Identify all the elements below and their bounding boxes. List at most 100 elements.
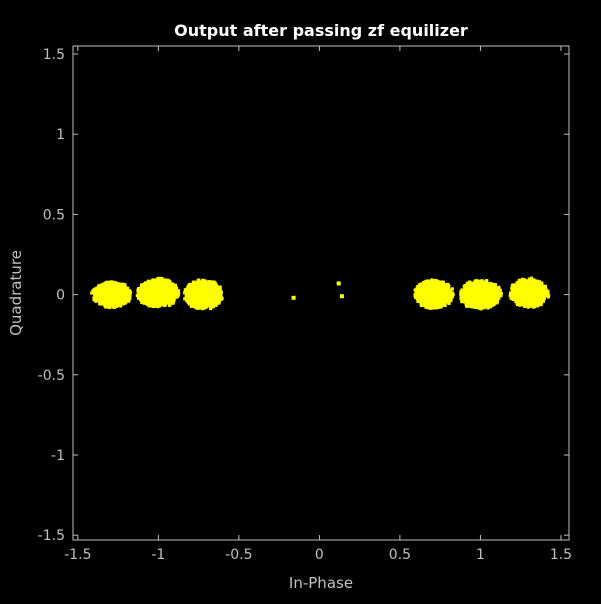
data-point	[108, 291, 112, 295]
data-point	[204, 282, 208, 286]
data-point	[429, 298, 433, 302]
data-point	[203, 304, 207, 308]
data-point	[201, 296, 205, 300]
data-point	[464, 289, 468, 293]
data-point	[433, 279, 437, 283]
data-point	[424, 305, 428, 309]
data-point	[169, 286, 173, 290]
data-point	[220, 296, 224, 300]
data-point	[426, 284, 430, 288]
data-point	[469, 283, 473, 287]
data-point	[429, 293, 433, 297]
data-point	[141, 293, 145, 297]
data-point	[190, 296, 194, 300]
data-point	[479, 307, 483, 311]
data-point	[477, 284, 481, 288]
data-point	[418, 283, 422, 287]
data-point	[496, 291, 500, 295]
data-point	[209, 286, 213, 290]
data-point	[440, 303, 444, 307]
data-point	[145, 300, 150, 304]
data-point	[104, 305, 108, 309]
data-point	[431, 295, 435, 299]
data-point	[422, 302, 426, 306]
data-point	[140, 283, 144, 287]
data-point	[143, 296, 147, 300]
data-point	[195, 295, 199, 299]
data-point	[169, 293, 173, 297]
data-point	[476, 295, 480, 299]
data-point	[196, 285, 200, 289]
data-point	[152, 299, 156, 304]
data-point	[480, 279, 484, 283]
data-point	[114, 300, 118, 304]
data-point	[206, 282, 210, 286]
data-point	[443, 284, 447, 288]
data-point	[170, 289, 174, 293]
data-point	[152, 282, 157, 286]
data-point	[168, 298, 173, 302]
data-point	[114, 294, 118, 298]
data-point	[93, 296, 97, 300]
data-point	[105, 289, 109, 293]
data-point	[126, 292, 130, 296]
data-point	[155, 280, 159, 284]
data-point	[173, 283, 177, 287]
data-point	[438, 285, 442, 289]
data-point	[151, 286, 155, 291]
data-point	[189, 290, 193, 294]
data-point	[105, 301, 109, 305]
x-tick-label: -0.5	[225, 547, 252, 563]
data-point	[127, 299, 131, 303]
data-point	[145, 290, 149, 294]
data-point	[100, 290, 104, 294]
data-point	[116, 286, 120, 290]
data-point	[194, 282, 198, 286]
data-point	[116, 293, 120, 297]
data-point	[202, 279, 206, 283]
data-point	[193, 291, 197, 295]
data-point	[414, 289, 418, 293]
data-markers	[90, 276, 551, 311]
data-point	[196, 291, 200, 295]
data-point	[483, 297, 487, 301]
data-point	[146, 280, 150, 284]
data-point	[96, 286, 100, 290]
data-point	[125, 295, 130, 300]
data-point	[96, 293, 100, 297]
data-point	[107, 289, 111, 293]
data-point	[426, 290, 430, 294]
data-point	[468, 285, 473, 289]
data-point	[171, 299, 175, 303]
data-point	[433, 292, 437, 296]
data-point	[187, 285, 191, 289]
y-tick-label: 1.5	[43, 47, 65, 63]
data-point	[201, 281, 206, 285]
data-point	[199, 304, 203, 309]
data-point	[216, 301, 220, 305]
data-point	[190, 292, 194, 296]
data-point	[490, 289, 495, 293]
data-point	[176, 291, 180, 295]
data-point	[216, 288, 220, 292]
data-point	[165, 301, 169, 305]
data-point	[440, 285, 444, 289]
data-point	[489, 296, 493, 300]
data-point	[201, 293, 205, 297]
data-point	[92, 298, 96, 302]
data-point	[148, 291, 152, 295]
data-point	[217, 292, 221, 296]
data-point	[96, 295, 100, 299]
data-point	[156, 288, 160, 292]
data-point	[481, 283, 485, 287]
data-point	[420, 287, 424, 291]
data-point	[464, 300, 469, 304]
data-point	[110, 284, 114, 288]
data-point	[416, 291, 420, 296]
data-point	[93, 287, 97, 291]
data-point	[495, 301, 499, 305]
data-point	[151, 283, 155, 287]
data-point	[214, 290, 219, 294]
data-point	[136, 290, 140, 294]
x-tick-label: -1.5	[64, 547, 91, 563]
